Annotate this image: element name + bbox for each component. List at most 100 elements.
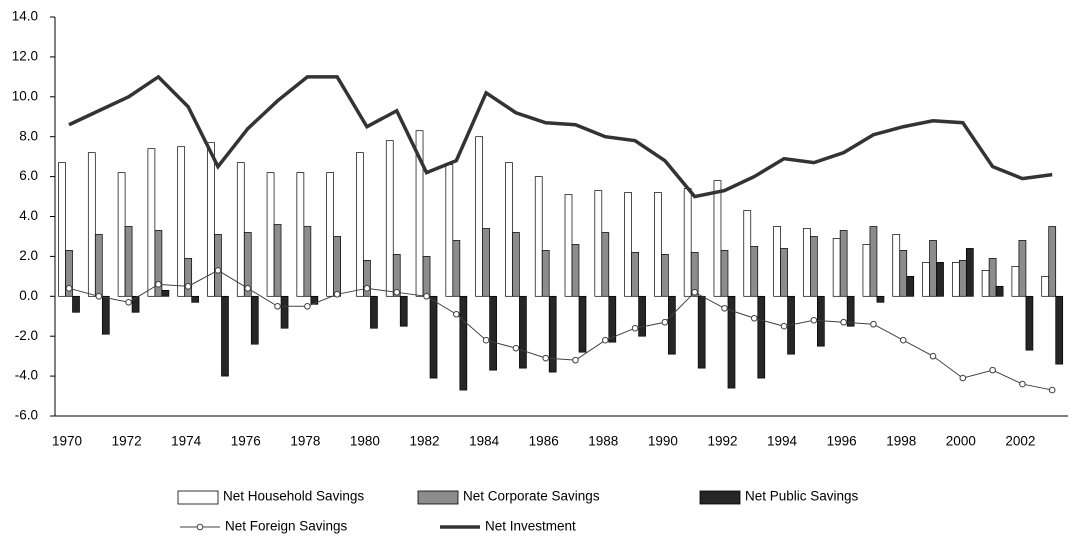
bar xyxy=(869,226,878,297)
bar xyxy=(965,248,974,297)
marker xyxy=(423,293,430,300)
marker xyxy=(274,302,281,310)
x-tick-label: 1980 xyxy=(350,434,380,449)
bar xyxy=(720,250,729,297)
bar xyxy=(690,252,699,297)
marker xyxy=(989,366,996,374)
x-tick-label: 1992 xyxy=(707,434,737,449)
bar xyxy=(892,234,901,297)
bar xyxy=(124,226,133,297)
legend-label: Net Investment xyxy=(485,519,576,534)
y-tick-label: 2.0 xyxy=(19,248,38,263)
marker xyxy=(870,320,877,328)
bar xyxy=(363,260,371,297)
legend-swatch xyxy=(699,490,741,505)
bar xyxy=(273,224,282,297)
bar xyxy=(668,295,676,355)
marker xyxy=(184,283,192,290)
x-tick-label: 1970 xyxy=(52,434,82,449)
bar xyxy=(65,250,73,297)
bar xyxy=(624,192,632,297)
bar xyxy=(929,240,937,297)
marker xyxy=(482,336,490,344)
marker xyxy=(512,344,520,352)
bar xyxy=(1011,266,1020,297)
x-tick-label: 1986 xyxy=(529,434,559,449)
bar xyxy=(1055,295,1064,365)
x-tick-label: 2000 xyxy=(946,434,976,449)
x-tick-label: 1976 xyxy=(231,434,261,449)
legend-label: Net Corporate Savings xyxy=(463,489,600,504)
bar xyxy=(780,248,788,297)
marker xyxy=(631,324,639,332)
bar xyxy=(429,295,438,379)
bar xyxy=(147,148,156,297)
bar xyxy=(459,295,468,391)
bar xyxy=(594,190,603,297)
x-tick-label: 2002 xyxy=(1005,434,1035,449)
bar xyxy=(184,258,193,297)
y-tick-label: -6.0 xyxy=(15,408,38,423)
bar xyxy=(58,162,66,297)
bar xyxy=(876,295,885,303)
bar xyxy=(995,285,1004,297)
bar xyxy=(191,295,200,303)
legend-label: Net Household Savings xyxy=(223,489,364,504)
bar xyxy=(906,276,915,297)
bar xyxy=(608,295,617,343)
marker xyxy=(1019,380,1026,388)
bar xyxy=(310,295,319,305)
bar xyxy=(161,289,170,297)
bar xyxy=(207,142,215,297)
bar xyxy=(236,162,245,297)
bar xyxy=(743,210,752,297)
x-tick-label: 1988 xyxy=(588,434,618,449)
bar xyxy=(243,232,252,297)
bar xyxy=(214,234,222,297)
marker xyxy=(542,354,550,362)
x-tick-label: 1998 xyxy=(886,434,916,449)
bar xyxy=(452,240,461,297)
marker xyxy=(840,318,847,326)
bar xyxy=(392,254,401,297)
marker xyxy=(214,267,222,274)
bar xyxy=(356,152,364,297)
bar xyxy=(548,295,557,373)
bar xyxy=(1025,295,1034,351)
legend-marker xyxy=(196,523,204,531)
legend-swatch xyxy=(177,490,219,505)
marker xyxy=(155,281,162,288)
marker xyxy=(304,302,311,310)
bar xyxy=(981,270,990,297)
legend-swatch xyxy=(417,490,459,505)
bar xyxy=(988,258,997,297)
x-tick-label: 1994 xyxy=(767,434,798,449)
bar xyxy=(131,295,140,313)
marker xyxy=(691,289,698,296)
y-tick-label: -4.0 xyxy=(15,368,38,383)
marker xyxy=(363,285,371,292)
bar xyxy=(445,164,454,297)
bar xyxy=(571,244,580,297)
bar xyxy=(101,295,110,335)
marker xyxy=(721,304,728,312)
marker xyxy=(780,322,788,330)
bar xyxy=(475,136,483,297)
bar xyxy=(922,262,930,297)
marker xyxy=(810,316,818,324)
x-tick-label: 1996 xyxy=(827,434,857,449)
bar xyxy=(154,230,163,297)
bar xyxy=(750,246,759,297)
bar xyxy=(94,234,103,297)
bar xyxy=(399,295,408,327)
marker xyxy=(1048,386,1056,394)
y-tick-label: 12.0 xyxy=(12,48,38,63)
bar xyxy=(1018,240,1027,297)
y-tick-label: 10.0 xyxy=(12,88,38,103)
bar xyxy=(638,295,646,337)
marker xyxy=(572,356,579,364)
bar xyxy=(899,250,908,297)
y-tick-label: 0.0 xyxy=(19,288,38,303)
legend-label: Net Public Savings xyxy=(745,489,859,504)
